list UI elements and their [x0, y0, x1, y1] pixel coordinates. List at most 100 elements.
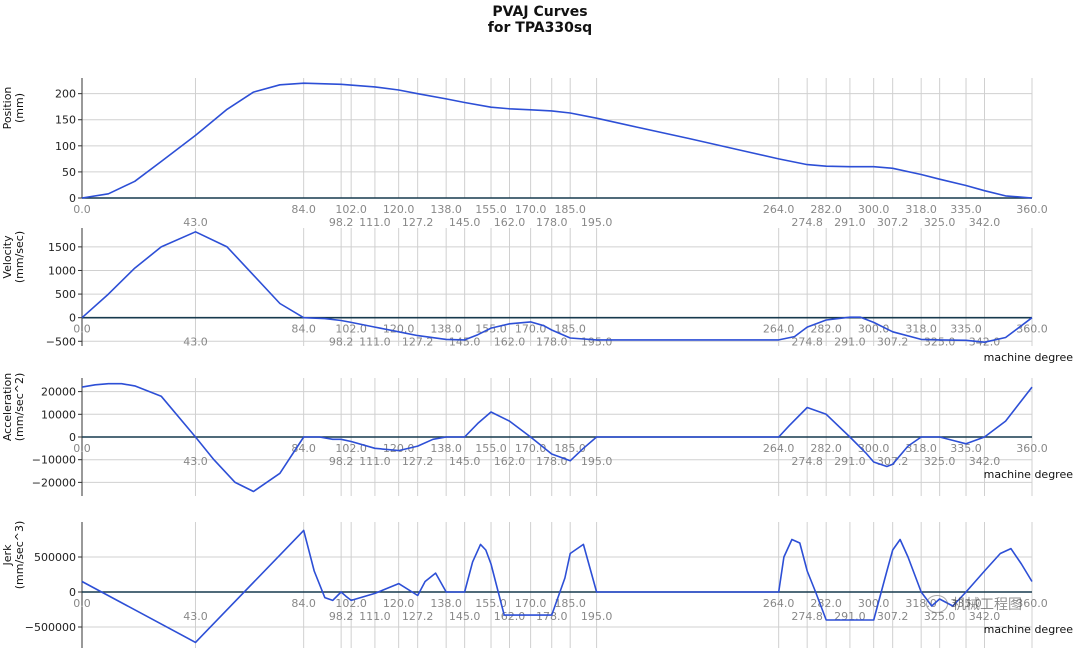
x-tick-label: 274.8: [791, 455, 823, 468]
y-tick-label: 20000: [41, 386, 76, 399]
x-tick-label: 185.0: [554, 203, 586, 216]
x-tick-label: 274.8: [791, 610, 823, 623]
panel-2: −20000 −10000 0 10000 20000 0.0 84.0 102.0 120.0…: [1, 373, 1073, 496]
x-tick-label: 127.2: [402, 336, 434, 349]
x-tick-label: 291.0: [834, 336, 866, 349]
x-tick-label: 342.0: [969, 216, 1001, 229]
x-tick-label: 264.0: [763, 597, 795, 610]
x-tick-label: 170.0: [515, 597, 547, 610]
x-tick-label: 195.0: [581, 336, 613, 349]
x-tick-label: 162.0: [494, 455, 526, 468]
x-tick-label: 102.0: [335, 323, 367, 336]
x-tick-label: 84.0: [291, 597, 316, 610]
x-tick-label: 178.0: [536, 336, 568, 349]
x-tick-label: 291.0: [834, 216, 866, 229]
x-tick-label: 307.2: [877, 455, 909, 468]
x-tick-label: 162.0: [494, 336, 526, 349]
x-tick-label: 120.0: [383, 203, 415, 216]
x-tick-label: 170.0: [515, 442, 547, 455]
x-tick-label: 127.2: [402, 610, 434, 623]
x-tick-label: 185.0: [554, 597, 586, 610]
y-tick-label: 10000: [41, 408, 76, 421]
x-tick-label: 43.0: [183, 455, 208, 468]
series-line-1: [81, 231, 1033, 344]
x-tick-label: 111.0: [359, 610, 391, 623]
x-tick-label: 111.0: [359, 216, 391, 229]
x-tick-label: 138.0: [430, 203, 462, 216]
x-tick-label: 185.0: [554, 442, 586, 455]
y-tick-label: 0: [69, 586, 76, 599]
x-tick-label: 102.0: [335, 597, 367, 610]
x-tick-label: 325.0: [924, 216, 956, 229]
x-tick-label: 127.2: [402, 455, 434, 468]
y-axis-label: (mm/sec): [13, 231, 26, 283]
x-axis-label: machine degree: [984, 468, 1074, 481]
x-tick-label: 300.0: [858, 203, 890, 216]
y-tick-label: 0: [69, 431, 76, 444]
y-tick-label: 150: [55, 114, 76, 127]
watermark: 机械工程图: [926, 594, 1022, 614]
series-line-0: [81, 82, 1033, 199]
x-tick-label: 98.2: [329, 216, 354, 229]
x-tick-label: 98.2: [329, 336, 354, 349]
chart-title-line2: for TPA330sq: [487, 20, 593, 36]
x-tick-label: 84.0: [291, 203, 316, 216]
x-axis-label: machine degree: [984, 351, 1074, 364]
x-tick-label: 318.0: [905, 323, 937, 336]
x-tick-label: 0.0: [73, 597, 91, 610]
x-tick-label: 120.0: [383, 323, 415, 336]
x-tick-label: 264.0: [763, 203, 795, 216]
x-tick-label: 145.0: [449, 216, 481, 229]
y-axis-label: Jerk: [1, 544, 14, 567]
x-tick-label: 43.0: [183, 336, 208, 349]
x-tick-label: 360.0: [1016, 203, 1048, 216]
x-tick-label: 145.0: [449, 610, 481, 623]
x-tick-label: 178.0: [536, 610, 568, 623]
y-tick-label: 500000: [34, 551, 76, 564]
x-tick-label: 282.0: [810, 203, 842, 216]
x-tick-label: 291.0: [834, 610, 866, 623]
y-tick-label: 200: [55, 88, 76, 101]
x-tick-label: 282.0: [810, 323, 842, 336]
x-tick-label: 127.2: [402, 216, 434, 229]
x-tick-label: 145.0: [449, 336, 481, 349]
x-tick-label: 342.0: [969, 455, 1001, 468]
x-tick-label: 0.0: [73, 442, 91, 455]
x-tick-label: 111.0: [359, 455, 391, 468]
x-tick-label: 325.0: [924, 610, 956, 623]
y-tick-label: 0: [69, 192, 76, 205]
y-axis-label: (mm): [13, 93, 26, 123]
x-tick-label: 178.0: [536, 216, 568, 229]
y-tick-label: 0: [69, 312, 76, 325]
x-tick-label: 335.0: [950, 442, 982, 455]
x-tick-label: 170.0: [515, 323, 547, 336]
y-tick-label: 100: [55, 140, 76, 153]
y-tick-label: −500: [46, 335, 76, 348]
x-tick-label: 138.0: [430, 442, 462, 455]
x-tick-label: 111.0: [359, 336, 391, 349]
x-tick-label: 84.0: [291, 323, 316, 336]
x-tick-label: 0.0: [73, 323, 91, 336]
x-tick-label: 43.0: [183, 216, 208, 229]
y-tick-label: −20000: [32, 476, 76, 489]
x-tick-label: 102.0: [335, 442, 367, 455]
chart-title-line1: PVAJ Curves: [492, 4, 588, 20]
x-tick-label: 307.2: [877, 336, 909, 349]
x-tick-label: 307.2: [877, 216, 909, 229]
x-tick-label: 282.0: [810, 597, 842, 610]
x-tick-label: 335.0: [950, 323, 982, 336]
y-tick-label: −500000: [25, 621, 76, 634]
x-tick-label: 120.0: [383, 442, 415, 455]
x-axis-label: machine degree: [984, 623, 1074, 636]
x-tick-label: 325.0: [924, 455, 956, 468]
x-tick-label: 98.2: [329, 610, 354, 623]
x-tick-label: 195.0: [581, 610, 613, 623]
x-tick-label: 98.2: [329, 455, 354, 468]
x-tick-label: 360.0: [1016, 442, 1048, 455]
series-line-3: [81, 529, 1033, 644]
x-tick-label: 282.0: [810, 442, 842, 455]
x-tick-label: 335.0: [950, 203, 982, 216]
x-tick-label: 264.0: [763, 442, 795, 455]
